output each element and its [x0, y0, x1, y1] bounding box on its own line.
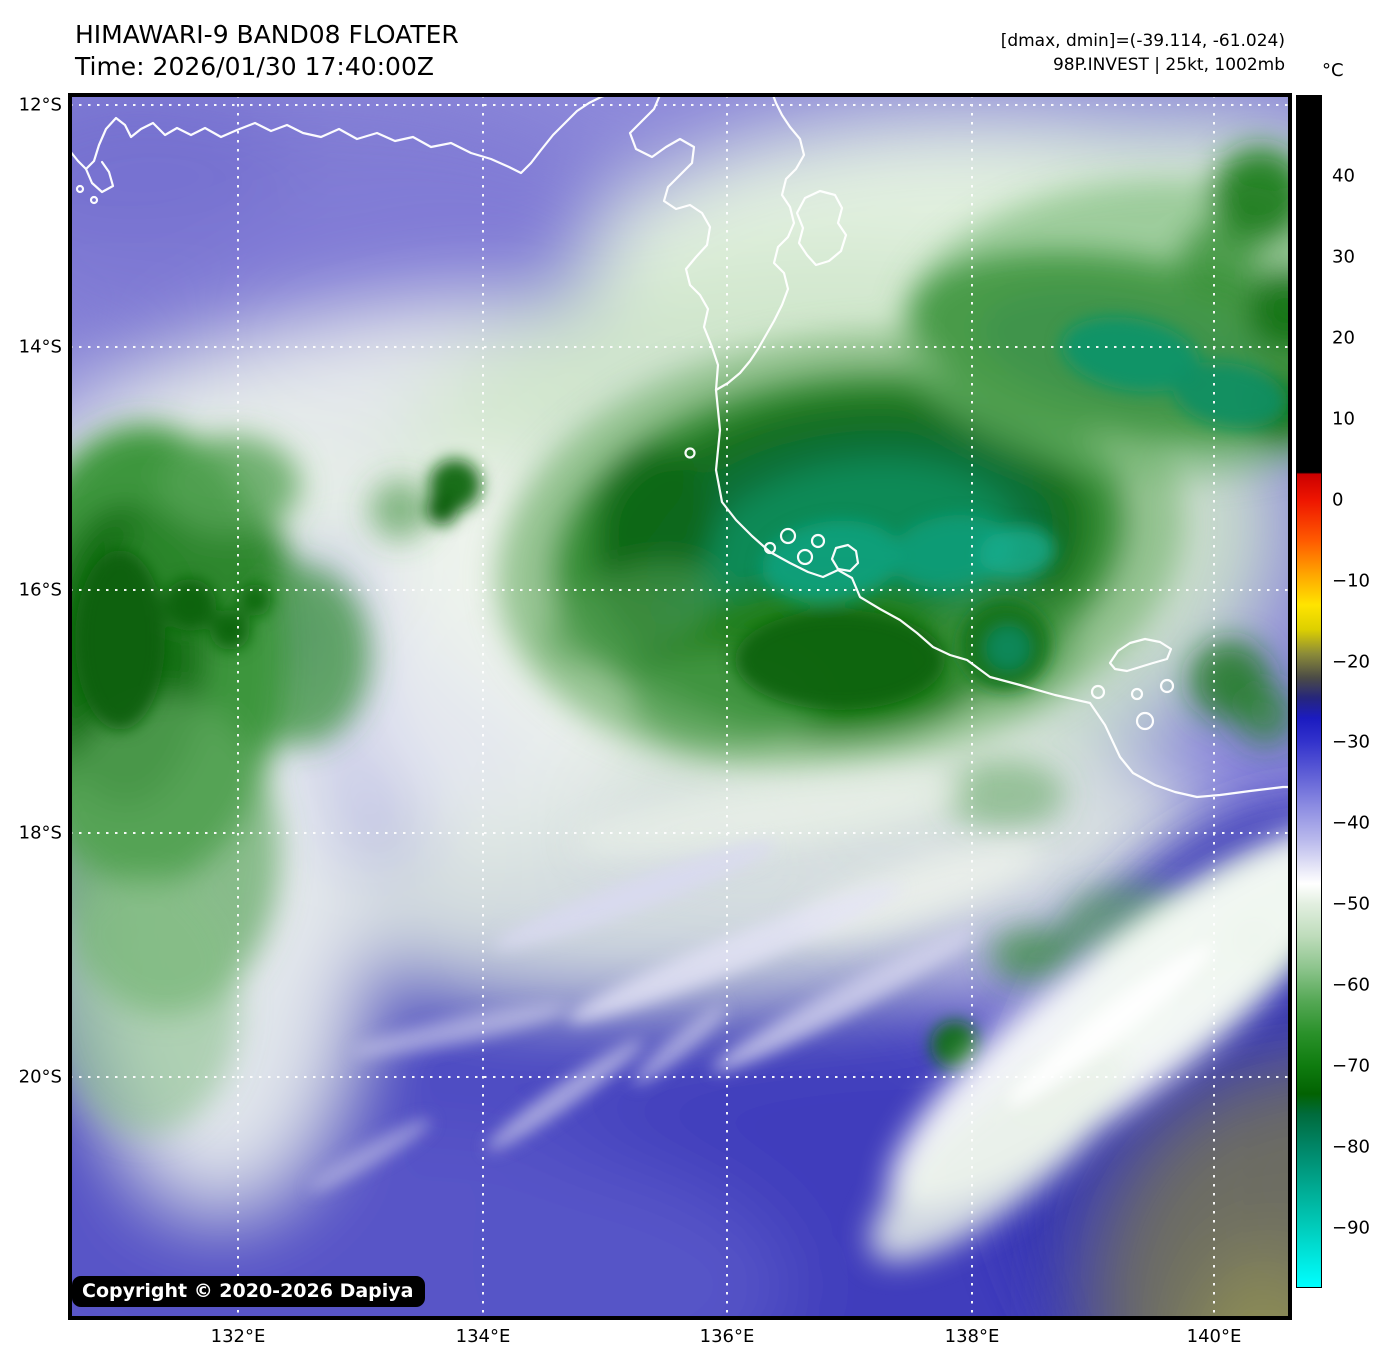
lat-tick-label: 20°S — [18, 1066, 62, 1088]
colorbar-tick-label: 10 — [1332, 408, 1355, 430]
colorbar-tick-label: −30 — [1332, 731, 1370, 753]
temperature-colorbar — [1296, 95, 1322, 1288]
satellite-map — [68, 93, 1292, 1320]
map-border — [70, 95, 1290, 1318]
dmax-dmin-readout: [dmax, dmin]=(-39.114, -61.024) — [1000, 31, 1285, 51]
colorbar-tick-label: 40 — [1332, 165, 1355, 187]
colorbar-tick-label: −10 — [1332, 570, 1370, 592]
colorbar-tick-label: −90 — [1332, 1217, 1370, 1239]
colorbar-tick-label: −20 — [1332, 651, 1370, 673]
copyright-badge: Copyright © 2020-2026 Dapiya — [72, 1276, 426, 1307]
lat-tick-label: 16°S — [18, 579, 62, 601]
colorbar-tick-label: −70 — [1332, 1055, 1370, 1077]
page-title: HIMAWARI-9 BAND08 FLOATER — [75, 20, 459, 49]
lon-tick-label: 134°E — [455, 1326, 511, 1347]
colorbar-tick-label: −80 — [1332, 1136, 1370, 1158]
lat-tick-label: 18°S — [18, 822, 62, 844]
warm-surface-corner — [1090, 1067, 1290, 1318]
colorbar-tick-label: 20 — [1332, 327, 1355, 349]
colorbar-tick-label: −60 — [1332, 974, 1370, 996]
lon-tick-label: 138°E — [944, 1326, 1000, 1347]
lon-tick-label: 132°E — [210, 1326, 266, 1347]
colorbar-tick-label: 0 — [1332, 489, 1344, 511]
lat-tick-label: 14°S — [18, 336, 62, 358]
lat-tick-label: 12°S — [18, 94, 62, 116]
colorbar-tick-label: 30 — [1332, 246, 1355, 268]
lon-tick-label: 136°E — [699, 1326, 755, 1347]
coastline — [70, 95, 1290, 799]
colorbar-tick-label: −50 — [1332, 893, 1370, 915]
timestamp: Time: 2026/01/30 17:40:00Z — [75, 52, 434, 81]
colorbar-tick-label: −40 — [1332, 812, 1370, 834]
lon-tick-label: 140°E — [1186, 1326, 1242, 1347]
storm-info: 98P.INVEST | 25kt, 1002mb — [1052, 55, 1285, 75]
cloud-wisps-layer — [309, 774, 1290, 1262]
satellite-image — [70, 95, 1290, 1318]
graticule-gridlines — [70, 95, 1290, 1318]
colorbar-unit-label: °C — [1322, 60, 1344, 81]
